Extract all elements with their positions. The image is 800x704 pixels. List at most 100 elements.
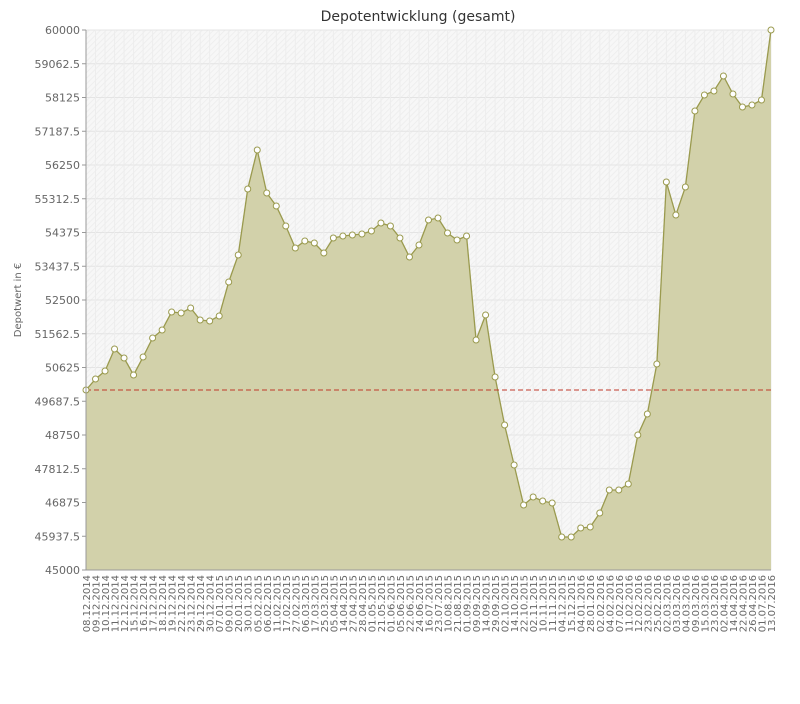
data-point (158, 326, 166, 334)
data-point (672, 211, 680, 219)
data-point (120, 354, 128, 362)
data-point (567, 533, 575, 541)
x-tick-label: 15.03.2016 (700, 575, 711, 632)
data-point (586, 523, 594, 531)
x-tick-label: 01.07.2016 (757, 575, 768, 632)
data-point (244, 185, 252, 193)
data-point (139, 353, 147, 361)
x-tick-label: 18.12.2014 (158, 575, 169, 632)
x-tick-label: 01.09.2015 (463, 575, 474, 632)
x-tick-label: 02.10.2015 (501, 575, 512, 632)
data-point (700, 91, 708, 99)
x-tick-label: 17.02.2015 (282, 575, 293, 632)
x-tick-label: 30.12.2014 (206, 575, 217, 632)
x-tick-label: 04.03.2016 (681, 575, 692, 632)
data-point (301, 237, 309, 245)
data-point (234, 251, 242, 259)
y-tick-label: 49687.5 (35, 395, 81, 408)
y-tick-label: 50625 (45, 362, 80, 375)
data-point (681, 183, 689, 191)
data-point (719, 72, 727, 80)
chart-title: Depotentwicklung (gesamt) (321, 9, 516, 25)
data-point (434, 214, 442, 222)
x-tick-label: 30.01.2015 (244, 575, 255, 632)
x-tick-label: 14.04.2016 (729, 575, 740, 632)
x-tick-label: 11.02.2016 (624, 575, 635, 632)
y-tick-label: 45937.5 (35, 530, 81, 543)
x-tick-label: 09.01.2015 (225, 575, 236, 632)
x-tick-label: 21.05.2015 (377, 575, 388, 632)
data-point (377, 219, 385, 227)
data-point (463, 232, 471, 240)
x-tick-label: 24.06.2015 (415, 575, 426, 632)
data-point (653, 360, 661, 368)
x-tick-label: 09.09.2015 (472, 575, 483, 632)
x-tick-label: 11.11.2015 (548, 575, 559, 632)
x-tick-label: 13.07.2016 (767, 575, 778, 632)
x-tick-label: 07.01.2015 (215, 575, 226, 632)
x-tick-label: 25.03.2015 (320, 575, 331, 632)
data-point (615, 486, 623, 494)
y-tick-label: 52500 (45, 294, 80, 307)
y-tick-label: 57187.5 (35, 125, 81, 138)
x-tick-label: 11.02.2015 (272, 575, 283, 632)
x-tick-label: 16.12.2014 (139, 575, 150, 632)
y-tick-label: 58125 (45, 92, 80, 105)
x-tick-label: 11.12.2014 (111, 575, 122, 632)
data-point (558, 533, 566, 541)
data-point (520, 501, 528, 509)
x-tick-label: 01.05.2015 (367, 575, 378, 632)
x-tick-label: 22.12.2014 (177, 575, 188, 632)
y-tick-label: 59062.5 (35, 58, 81, 71)
x-tick-label: 02.02.2016 (596, 575, 607, 632)
x-tick-label: 15.12.2015 (567, 575, 578, 632)
x-tick-label: 23.03.2016 (710, 575, 721, 632)
x-tick-label: 14.04.2015 (339, 575, 350, 632)
data-point (405, 253, 413, 261)
y-tick-label: 54375 (45, 227, 80, 240)
data-point (130, 371, 138, 379)
x-tick-label: 20.01.2015 (234, 575, 245, 632)
x-tick-label: 22.10.2015 (520, 575, 531, 632)
x-tick-label: 17.03.2015 (310, 575, 321, 632)
data-point (691, 107, 699, 115)
x-tick-label: 29.12.2014 (196, 575, 207, 632)
data-point (605, 486, 613, 494)
x-tick-label: 10.12.2014 (101, 575, 112, 632)
y-tick-label: 48750 (45, 429, 80, 442)
x-tick-label: 23.02.2016 (643, 575, 654, 632)
data-point (339, 232, 347, 240)
y-tick-label: 53437.5 (35, 260, 81, 273)
data-point (577, 524, 585, 532)
x-tick-label: 29.09.2015 (491, 575, 502, 632)
x-tick-label: 04.12.2015 (558, 575, 569, 632)
x-tick-label: 21.08.2015 (453, 575, 464, 632)
data-point (177, 309, 185, 317)
data-point (367, 227, 375, 235)
x-tick-label: 14.10.2015 (510, 575, 521, 632)
x-tick-label: 12.02.2016 (634, 575, 645, 632)
y-axis-label: Depotwert in € (13, 263, 24, 337)
data-point (196, 316, 204, 324)
data-point (453, 236, 461, 244)
data-point (272, 202, 280, 210)
x-tick-label: 22.04.2016 (738, 575, 749, 632)
x-tick-label: 28.04.2015 (358, 575, 369, 632)
x-tick-label: 27.02.2015 (291, 575, 302, 632)
data-point (310, 239, 318, 247)
data-point (415, 241, 423, 249)
x-tick-label: 26.04.2016 (748, 575, 759, 632)
data-point (738, 103, 746, 111)
data-point (329, 234, 337, 242)
x-tick-label: 03.03.2016 (672, 575, 683, 632)
data-point (396, 234, 404, 242)
data-point (386, 222, 394, 230)
data-point (662, 178, 670, 186)
x-tick-label: 10.11.2015 (539, 575, 550, 632)
y-tick-label: 46875 (45, 497, 80, 510)
x-tick-label: 05.04.2015 (329, 575, 340, 632)
x-tick-label: 10.08.2015 (444, 575, 455, 632)
data-point (291, 244, 299, 252)
y-tick-label: 51562.5 (35, 328, 81, 341)
